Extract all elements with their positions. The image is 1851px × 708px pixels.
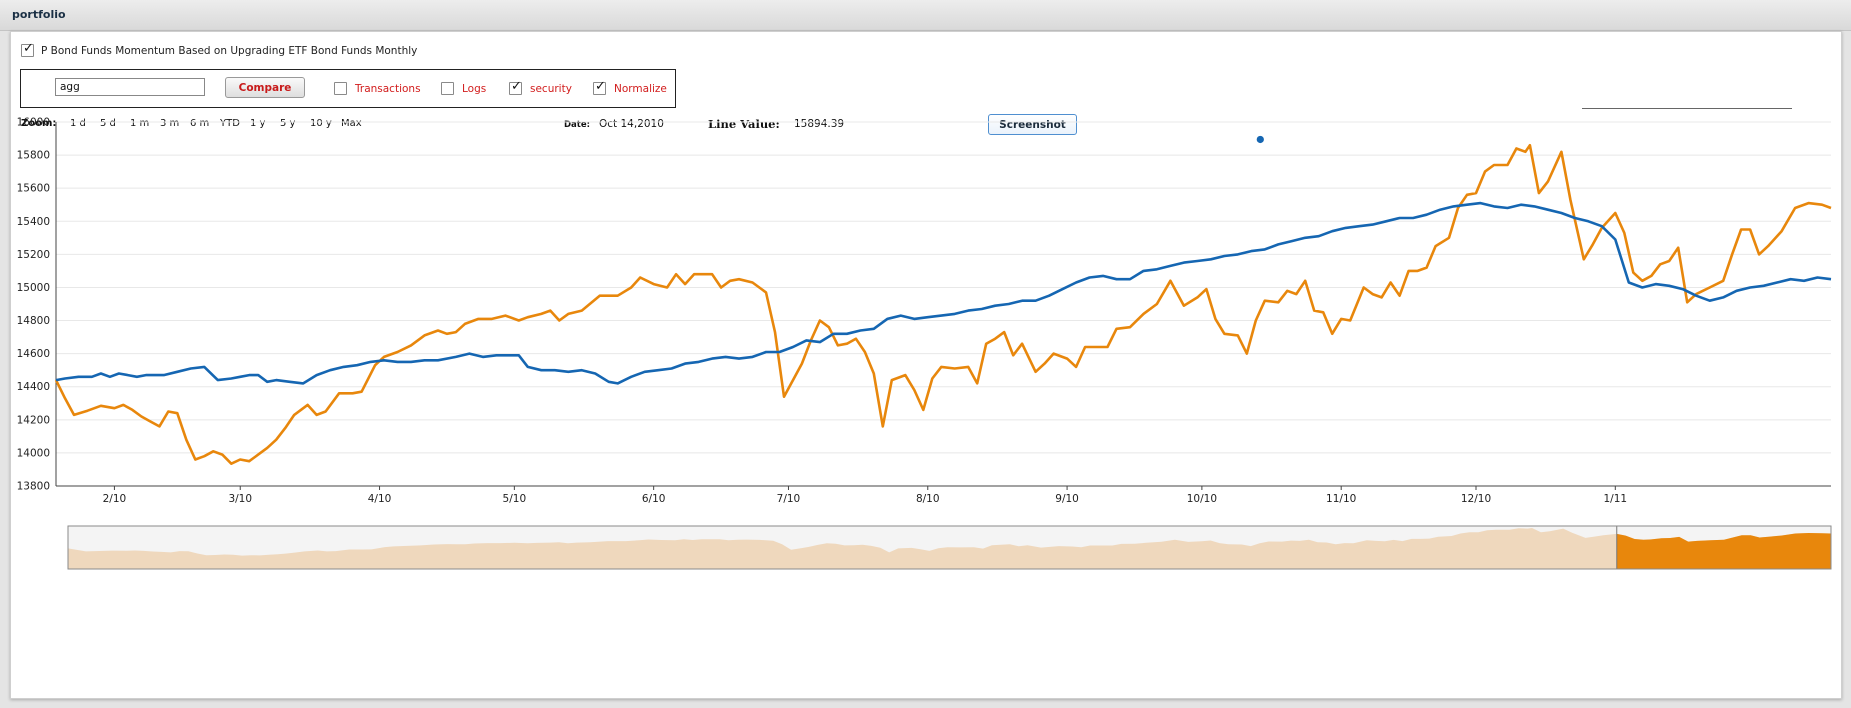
security-checkbox[interactable]: ✓	[509, 79, 522, 95]
y-tick-label: 14200	[17, 414, 50, 426]
compare-symbol-input[interactable]	[55, 78, 205, 96]
portfolio-panel: ✓ P Bond Funds Momentum Based on Upgradi…	[10, 31, 1842, 699]
x-tick-label: 2/10	[103, 493, 127, 505]
zoom-6m[interactable]: 6 m	[190, 118, 210, 129]
x-tick-label: 4/10	[368, 493, 392, 505]
zoom-5y[interactable]: 5 y	[280, 118, 296, 129]
navigator[interactable]	[67, 525, 1832, 570]
normalize-checkbox[interactable]: ✓	[593, 79, 606, 95]
x-tick-label: 12/10	[1461, 493, 1491, 505]
window-title: portfolio	[12, 8, 66, 21]
y-tick-label: 15600	[17, 183, 50, 195]
security-check-icon: ✓	[511, 79, 522, 94]
x-tick-label: 9/10	[1055, 493, 1079, 505]
portfolio-series-line	[54, 143, 1832, 465]
y-axis: 13800 14000 14200 14400 14600 14800 15000 15200…	[17, 117, 57, 493]
zoom-3m[interactable]: 3 m	[160, 118, 180, 129]
date-value: Oct 14,2010	[599, 118, 664, 130]
zoom-label: Zoom:	[21, 118, 57, 129]
zoom-10y[interactable]: 10 y	[310, 118, 332, 129]
x-axis: 2/10 3/10 4/10 5/10 6/10 7/10 8/10 9/10 10/10 11/…	[56, 485, 1831, 505]
y-tick-label: 16000	[17, 117, 50, 129]
chart-series	[54, 135, 1832, 465]
logs-checkbox[interactable]	[441, 82, 454, 95]
logs-label: Logs	[462, 83, 487, 95]
y-tick-label: 15400	[17, 216, 50, 228]
zoom-max[interactable]: Max	[341, 118, 362, 129]
security-label: security	[530, 83, 572, 95]
zoom-1d[interactable]: 1 d	[70, 118, 86, 129]
zoom-1y[interactable]: 1 y	[250, 118, 266, 129]
date-label: Date:	[564, 120, 591, 130]
security-series-line	[55, 201, 1832, 385]
header-divider-line	[1582, 108, 1792, 109]
price-chart: 13800 14000 14200 14400 14600 14800 15000 15200…	[17, 117, 1832, 570]
normalize-label: Normalize	[614, 83, 667, 95]
line-value: 15894.39	[794, 118, 845, 130]
y-tick-label: 15000	[17, 282, 50, 294]
transactions-label: Transactions	[355, 83, 421, 95]
zoom-5d[interactable]: 5 d	[100, 118, 116, 129]
normalize-check-icon: ✓	[595, 79, 606, 94]
portfolio-checkbox[interactable]: ✓	[21, 41, 34, 57]
y-tick-label: 15800	[17, 150, 50, 162]
y-tick-label: 14400	[17, 381, 50, 393]
portfolio-check-icon: ✓	[23, 41, 34, 56]
transactions-checkbox[interactable]	[334, 82, 347, 95]
x-tick-label: 11/10	[1326, 493, 1356, 505]
compare-toolbar: Compare Transactions Logs ✓ security ✓ N…	[20, 69, 676, 108]
x-tick-label: 3/10	[228, 493, 252, 505]
navigator-border	[67, 525, 1832, 570]
y-tick-label: 14800	[17, 315, 50, 327]
line-value-label: Line Value:	[708, 117, 780, 131]
compare-button[interactable]: Compare	[225, 77, 305, 98]
zoom-1m[interactable]: 1 m	[130, 118, 150, 129]
x-tick-label: 10/10	[1187, 493, 1217, 505]
highlight-marker	[1256, 135, 1264, 144]
x-tick-label: 5/10	[503, 493, 527, 505]
x-tick-label: 8/10	[916, 493, 940, 505]
y-tick-label: 15200	[17, 249, 50, 261]
y-tick-label: 14600	[17, 348, 50, 360]
zoom-ytd[interactable]: YTD	[220, 118, 240, 129]
window-titlebar: portfolio	[0, 0, 1851, 31]
portfolio-label: P Bond Funds Momentum Based on Upgrading…	[41, 45, 418, 57]
y-tick-label: 13800	[17, 481, 50, 493]
y-tick-label: 14000	[17, 447, 50, 459]
x-tick-label: 7/10	[777, 493, 801, 505]
navigator-area	[68, 528, 1831, 569]
x-tick-label: 1/11	[1604, 493, 1628, 505]
x-tick-label: 6/10	[642, 493, 666, 505]
navigator-selected-area[interactable]	[68, 528, 1831, 569]
